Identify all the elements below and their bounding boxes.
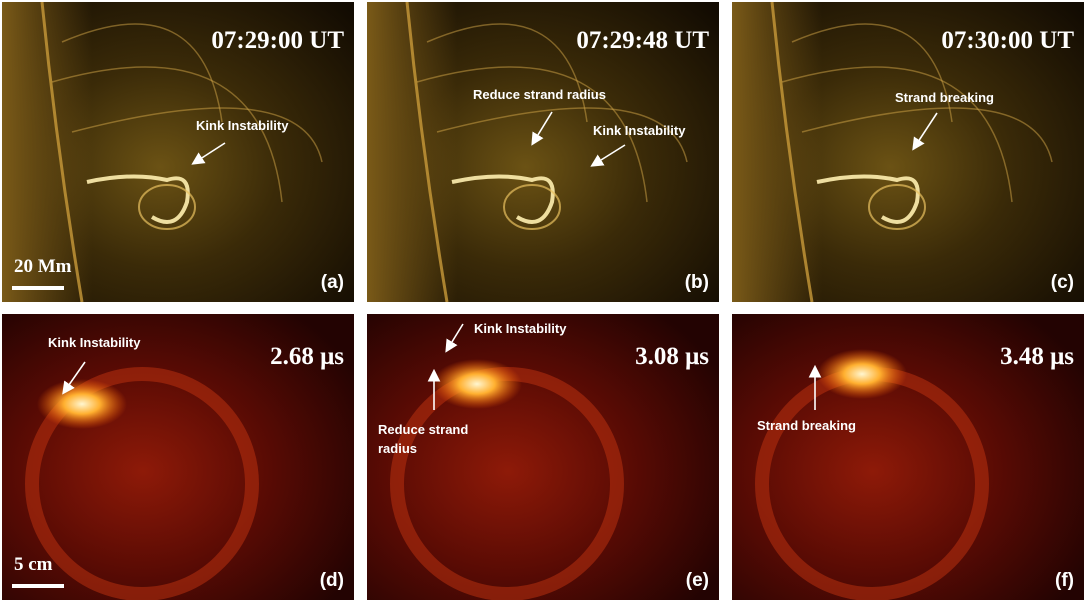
annotation: Reduce strand [378, 422, 468, 437]
panel-label: (e) [686, 570, 709, 591]
scale-bar [12, 584, 64, 588]
annotation: Kink Instability [48, 335, 141, 350]
timestamp: 07:29:48 UT [576, 27, 709, 54]
panel: 3.48 μs (f) Strand breaking [732, 314, 1084, 600]
annotation: Reduce strand radius [473, 87, 606, 102]
panel-label: (d) [320, 570, 344, 591]
panel-label: (f) [1055, 570, 1074, 591]
annotation: radius [378, 441, 417, 456]
figure: 07:29:00 UT(a)20 MmKink Instability07:29… [0, 0, 1085, 602]
annotation: Kink Instability [196, 118, 289, 133]
panel: 3.08 μs (e) Kink Instability Reduce strand r… [367, 314, 719, 600]
panel-label: (a) [321, 272, 344, 293]
scale-bar-label: 5 cm [14, 554, 53, 575]
panel-label: (c) [1051, 272, 1074, 293]
timestamp: 2.68 μs [270, 343, 344, 370]
timestamp: 3.48 μs [1000, 343, 1074, 370]
annotation: Kink Instability [593, 123, 686, 138]
timestamp: 3.08 μs [635, 343, 709, 370]
annotation: Strand breaking [757, 418, 856, 433]
panel: 07:29:00 UT (a) 20 Mm Kink Instability [2, 2, 354, 302]
panel: 2.68 μs (d) 5 cm Kink Instability [2, 314, 354, 600]
panel: 07:30:00 UT (c) Strand breaking [732, 2, 1084, 302]
scale-bar-label: 20 Mm [14, 256, 72, 277]
hot-spot [817, 349, 907, 399]
hot-spot [37, 379, 127, 429]
timestamp: 07:29:00 UT [211, 27, 344, 54]
hot-spot [432, 359, 522, 409]
annotation: Kink Instability [474, 321, 567, 336]
scale-bar [12, 286, 64, 290]
panel: 07:29:48 UT (b) Reduce strand radius Kink I… [367, 2, 719, 302]
timestamp: 07:30:00 UT [941, 27, 1074, 54]
panel-label: (b) [685, 272, 709, 293]
annotation: Strand breaking [895, 90, 994, 105]
